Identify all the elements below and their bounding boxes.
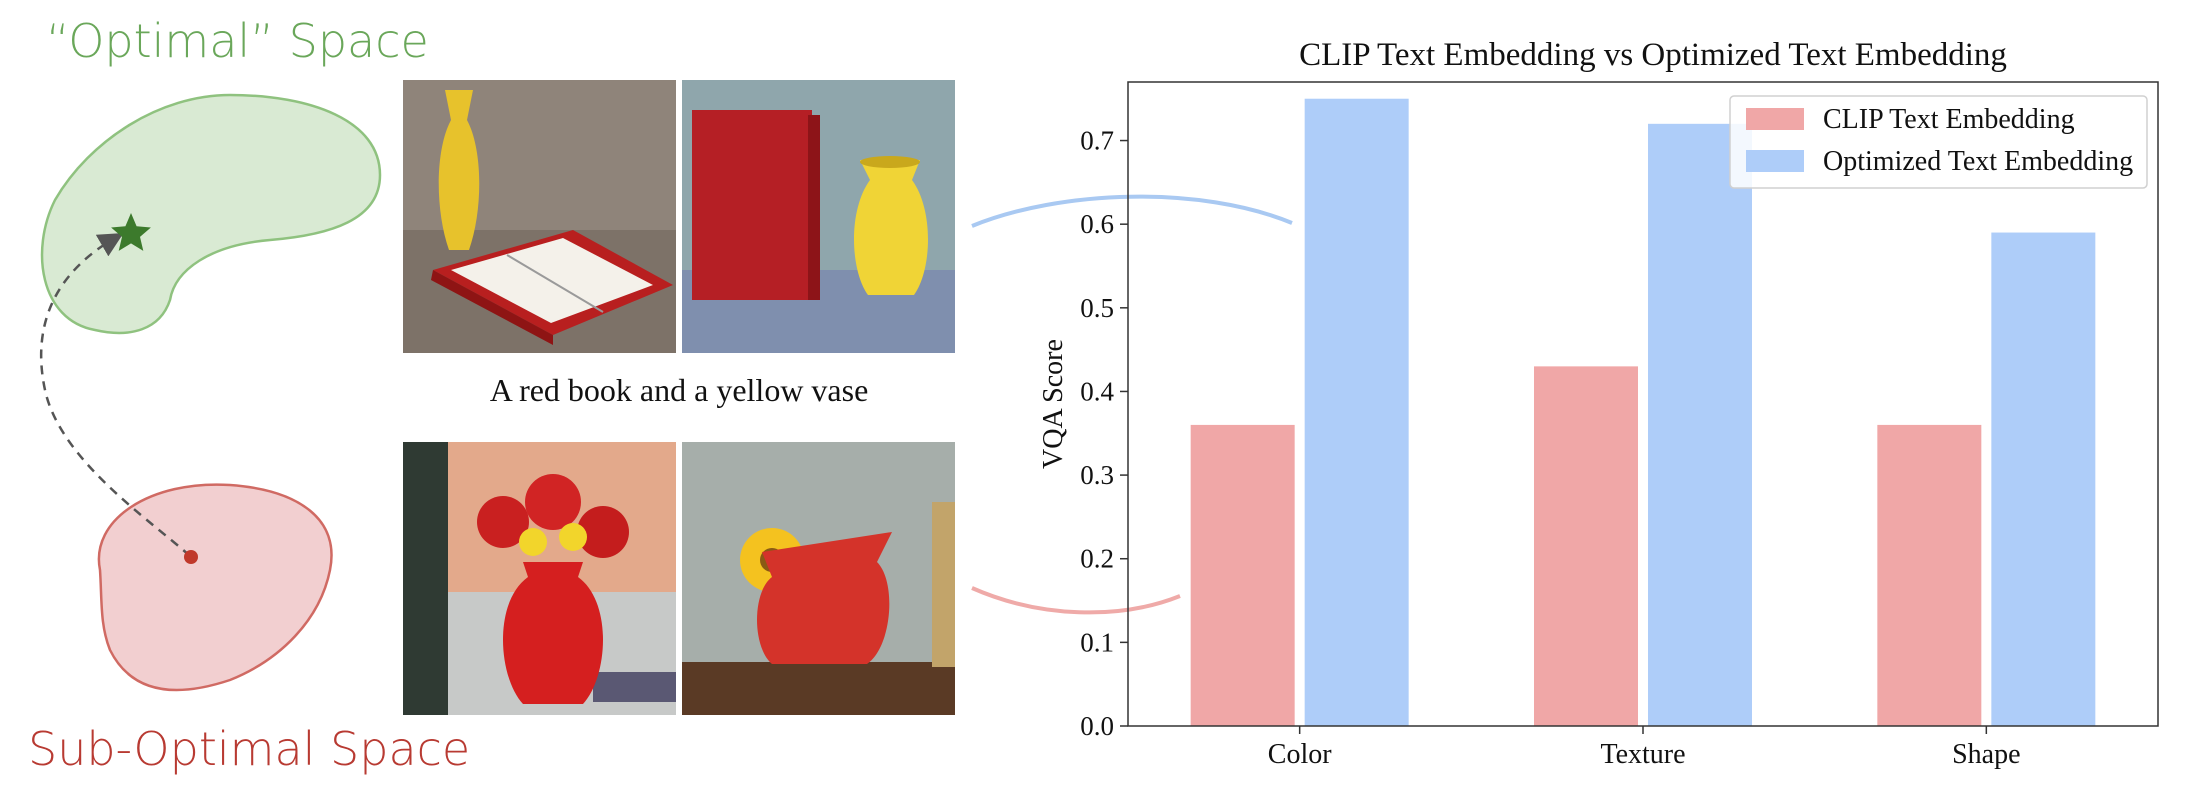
- generated-image-flower-vase-2: [682, 442, 955, 715]
- optimal-space-label: “Optimal” Space: [46, 14, 429, 68]
- x-tick-label: Shape: [1952, 739, 2020, 770]
- generated-image-book-vase-2: [682, 80, 955, 353]
- suboptimal-space-label: Sub-Optimal Space: [28, 722, 471, 776]
- bar-color-clip: [1190, 424, 1295, 726]
- vqa-score-bar-chart: CLIP Text Embedding vs Optimized Text Em…: [1038, 37, 2159, 770]
- y-axis: 0.0 0.1 0.2 0.3 0.4 0.5 0.6 0.7: [1080, 126, 1128, 741]
- y-tick-label: 0.1: [1080, 627, 1114, 657]
- y-tick-label: 0.6: [1080, 209, 1114, 239]
- suboptimal-space-blob: [97, 483, 333, 692]
- y-tick-label: 0.3: [1080, 460, 1114, 490]
- chart-title: CLIP Text Embedding vs Optimized Text Em…: [1299, 37, 2007, 73]
- prompt-caption: A red book and a yellow vase: [489, 372, 869, 408]
- y-axis-label: VQA Score: [1038, 339, 1069, 469]
- chart-legend: CLIP Text Embedding Optimized Text Embedd…: [1729, 95, 2148, 189]
- suboptimal-point-dot: [184, 550, 198, 564]
- generated-image-book-vase-1: [403, 80, 676, 353]
- optimization-path-arrow: [40, 232, 191, 557]
- y-tick-label: 0.5: [1080, 293, 1114, 323]
- bar-shape-optimized: [1991, 232, 2096, 726]
- x-axis: Color Texture Shape: [1268, 726, 2021, 770]
- y-tick-label: 0.2: [1080, 544, 1114, 574]
- y-tick-label: 0.0: [1080, 711, 1114, 741]
- bar-color-optimized: [1304, 98, 1409, 726]
- bar-texture-optimized: [1648, 123, 1752, 727]
- red-connector-arc: [971, 586, 1181, 615]
- legend-swatch: [1746, 150, 1804, 172]
- bar-texture-clip: [1534, 366, 1638, 726]
- y-tick-label: 0.7: [1080, 126, 1114, 156]
- optimal-space-blob: [40, 93, 382, 335]
- x-tick-label: Color: [1268, 739, 1332, 770]
- legend-box: [1729, 95, 2148, 189]
- generated-image-flower-vase-1: [403, 442, 676, 715]
- legend-label: Optimized Text Embedding: [1823, 146, 2133, 177]
- bar-group: [1190, 98, 2096, 727]
- x-tick-label: Texture: [1600, 739, 1685, 770]
- legend-swatch: [1746, 108, 1804, 130]
- optimal-star-icon: [111, 213, 151, 251]
- y-tick-label: 0.4: [1080, 376, 1114, 406]
- legend-label: CLIP Text Embedding: [1823, 104, 2075, 135]
- bar-shape-clip: [1877, 424, 1982, 726]
- blue-connector-arc: [971, 194, 1293, 228]
